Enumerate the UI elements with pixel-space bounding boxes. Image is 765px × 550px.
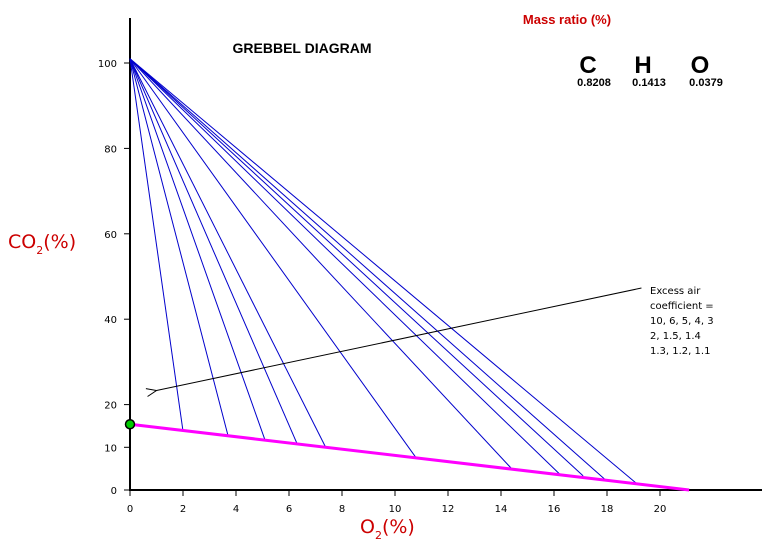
y-axis-label-sub: 2 — [36, 244, 43, 257]
y-tick-label: 80 — [104, 144, 117, 155]
chart-title: GREBBEL DIAGRAM — [233, 40, 372, 56]
svg-text:CO2(%): CO2(%) — [8, 231, 76, 257]
excess-air-line-3 — [129, 58, 327, 449]
element-value-c: 0.8208 — [577, 77, 611, 89]
y-tick-label: 20 — [104, 401, 117, 412]
x-tick-label: 20 — [654, 504, 667, 515]
excess-air-line-1-2 — [129, 58, 605, 480]
y-axis-label: CO2(%) — [8, 231, 76, 257]
element-value-h: 0.1413 — [632, 77, 666, 89]
excess-air-line-1-4 — [129, 58, 560, 475]
annotation-line: Excess air — [650, 286, 701, 297]
excess-air-line-1-1 — [129, 58, 637, 484]
y-axis-label-tail: (%) — [43, 231, 76, 253]
excess-air-line-1-5 — [129, 58, 512, 469]
annotation-line: 10, 6, 5, 4, 3 — [650, 316, 714, 327]
y-axis-label-main: CO — [8, 231, 36, 253]
y-tick-label: 10 — [104, 443, 117, 454]
x-axis-label-sub: 2 — [375, 529, 382, 542]
svg-text:O2(%): O2(%) — [360, 516, 415, 542]
excess-air-line-5 — [129, 58, 266, 441]
excess-air-line-1-3 — [129, 58, 584, 477]
y-tick-label: 0 — [111, 486, 117, 497]
excess-air-line-10 — [129, 58, 184, 432]
annotation-line: 2, 1.5, 1.4 — [650, 331, 701, 342]
element-symbol-h: H — [634, 52, 651, 79]
excess-air-line-4 — [129, 58, 298, 444]
x-tick-label: 12 — [442, 504, 455, 515]
baseline-line — [129, 422, 690, 492]
excess-air-line-2 — [129, 58, 417, 459]
element-symbol-c: C — [579, 52, 596, 79]
y-tick-label: 40 — [104, 315, 117, 326]
x-axis-label-main: O — [360, 516, 375, 538]
x-tick-label: 10 — [389, 504, 402, 515]
start-point-marker — [124, 418, 136, 430]
annotation-line: coefficient = — [650, 301, 714, 312]
element-symbol-o: O — [691, 52, 710, 79]
x-axis-label-tail: (%) — [382, 516, 415, 538]
y-tick-label: 100 — [98, 59, 117, 70]
x-axis-label: O2(%) — [360, 516, 415, 542]
element-value-o: 0.0379 — [689, 77, 723, 89]
y-tick-label: 60 — [104, 230, 117, 241]
x-tick-label: 18 — [601, 504, 614, 515]
x-tick-label: 4 — [233, 504, 239, 515]
x-tick-label: 6 — [286, 504, 292, 515]
x-tick-label: 2 — [180, 504, 186, 515]
annotation-arrow — [157, 287, 642, 390]
excess-air-line-6 — [129, 58, 229, 436]
x-tick-label: 14 — [495, 504, 508, 515]
annotation-line: 1.3, 1.2, 1.1 — [650, 346, 710, 357]
x-tick-label: 8 — [339, 504, 345, 515]
mass-ratio-title: Mass ratio (%) — [523, 12, 611, 27]
x-tick-label: 0 — [127, 504, 133, 515]
x-tick-label: 16 — [548, 504, 561, 515]
